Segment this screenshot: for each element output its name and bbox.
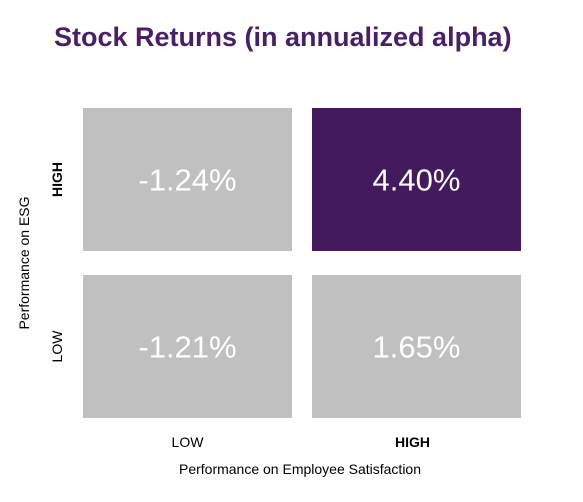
heatmap-cell-high-low — [83, 108, 292, 251]
cell-value-label: -1.21% — [138, 330, 236, 365]
x-axis-label: Performance on Employee Satisfaction — [179, 461, 421, 477]
x-tick-label-low: LOW — [172, 434, 205, 450]
cell-value-label: 1.65% — [373, 330, 461, 365]
y-axis-label: Performance on ESG — [16, 196, 32, 329]
x-tick-label-high: HIGH — [395, 434, 430, 450]
y-tick-label-low: LOW — [49, 330, 65, 363]
y-ticks-group: HIGH LOW — [49, 162, 65, 362]
cell-value-label: 4.40% — [373, 163, 461, 198]
cell-value-label: -1.24% — [138, 163, 236, 198]
x-ticks-group: LOW HIGH — [172, 434, 430, 450]
heatmap-cell-low-low — [83, 275, 292, 418]
chart-title: Stock Returns (in annualized alpha) — [54, 22, 512, 52]
y-tick-label-high: HIGH — [49, 162, 65, 197]
heatmap-cell-low-high — [312, 275, 521, 418]
heatmap-cell-high-high — [312, 108, 521, 251]
cells-group: -1.24% 4.40% -1.21% 1.65% — [83, 108, 521, 418]
